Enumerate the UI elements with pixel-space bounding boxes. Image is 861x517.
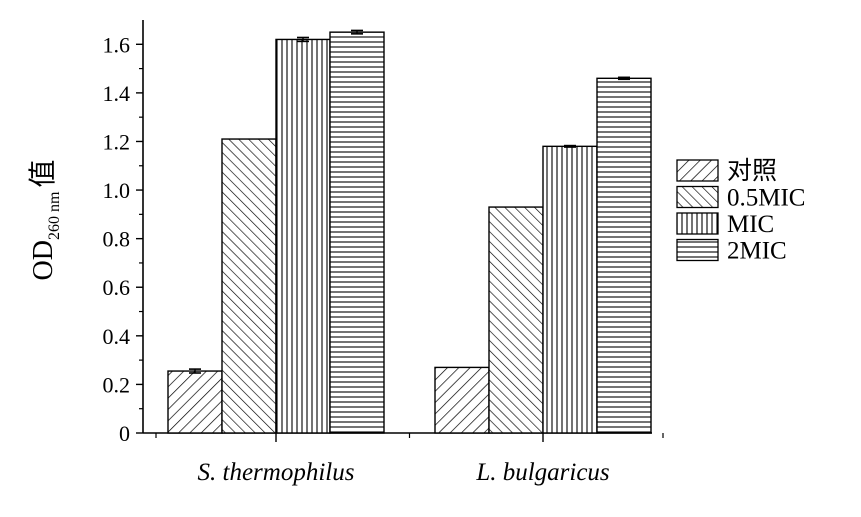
y-tick-label: 1.2 — [103, 129, 131, 154]
category-label: L. bulgaricus — [475, 459, 609, 486]
bar-vertical-0 — [275, 38, 331, 434]
legend-swatch-vertical — [676, 212, 719, 235]
legend-label: MIC — [727, 211, 774, 238]
category-label: S. thermophilus — [198, 459, 355, 486]
y-axis-label-suffix: 值 — [27, 160, 59, 188]
bar-horizontal-0 — [329, 31, 385, 434]
bar-diag-forward-1 — [434, 366, 490, 434]
legend-swatch-diag-back — [676, 185, 719, 209]
y-tick-label: 1.6 — [103, 32, 131, 57]
legend-swatch-horizontal — [676, 238, 719, 262]
y-tick-label: 1.0 — [103, 178, 131, 203]
bar-diag-back-0 — [221, 138, 277, 434]
bar-diag-back-1 — [488, 206, 544, 434]
bar-vertical-1 — [542, 145, 598, 434]
y-tick-label: 1.4 — [103, 81, 131, 106]
bars-layer: S. thermophilus L. bulgaricus — [167, 29, 652, 486]
y-tick-label: 0.8 — [103, 227, 131, 252]
y-axis-label-subscript: 260 nm — [46, 191, 63, 240]
y-tick-label: 0.6 — [103, 275, 131, 300]
bar-horizontal-1 — [596, 77, 652, 434]
legend-label: 2MIC — [727, 238, 787, 265]
legend-label: 对照 — [727, 157, 777, 185]
bar-diag-forward-0 — [167, 370, 223, 434]
svg-text:OD260 nm值: OD260 nm 值 — [27, 160, 63, 281]
y-axis-label-main: OD — [28, 240, 59, 280]
y-tick-label: 0.4 — [103, 324, 131, 349]
y-tick-label: 0 — [119, 421, 130, 446]
y-tick-label: 0.2 — [103, 372, 131, 397]
y-axis-label: OD260 nm 值 — [27, 160, 63, 281]
legend-label: 0.5MIC — [727, 185, 805, 212]
legend-swatch-diag-forward — [676, 159, 719, 182]
